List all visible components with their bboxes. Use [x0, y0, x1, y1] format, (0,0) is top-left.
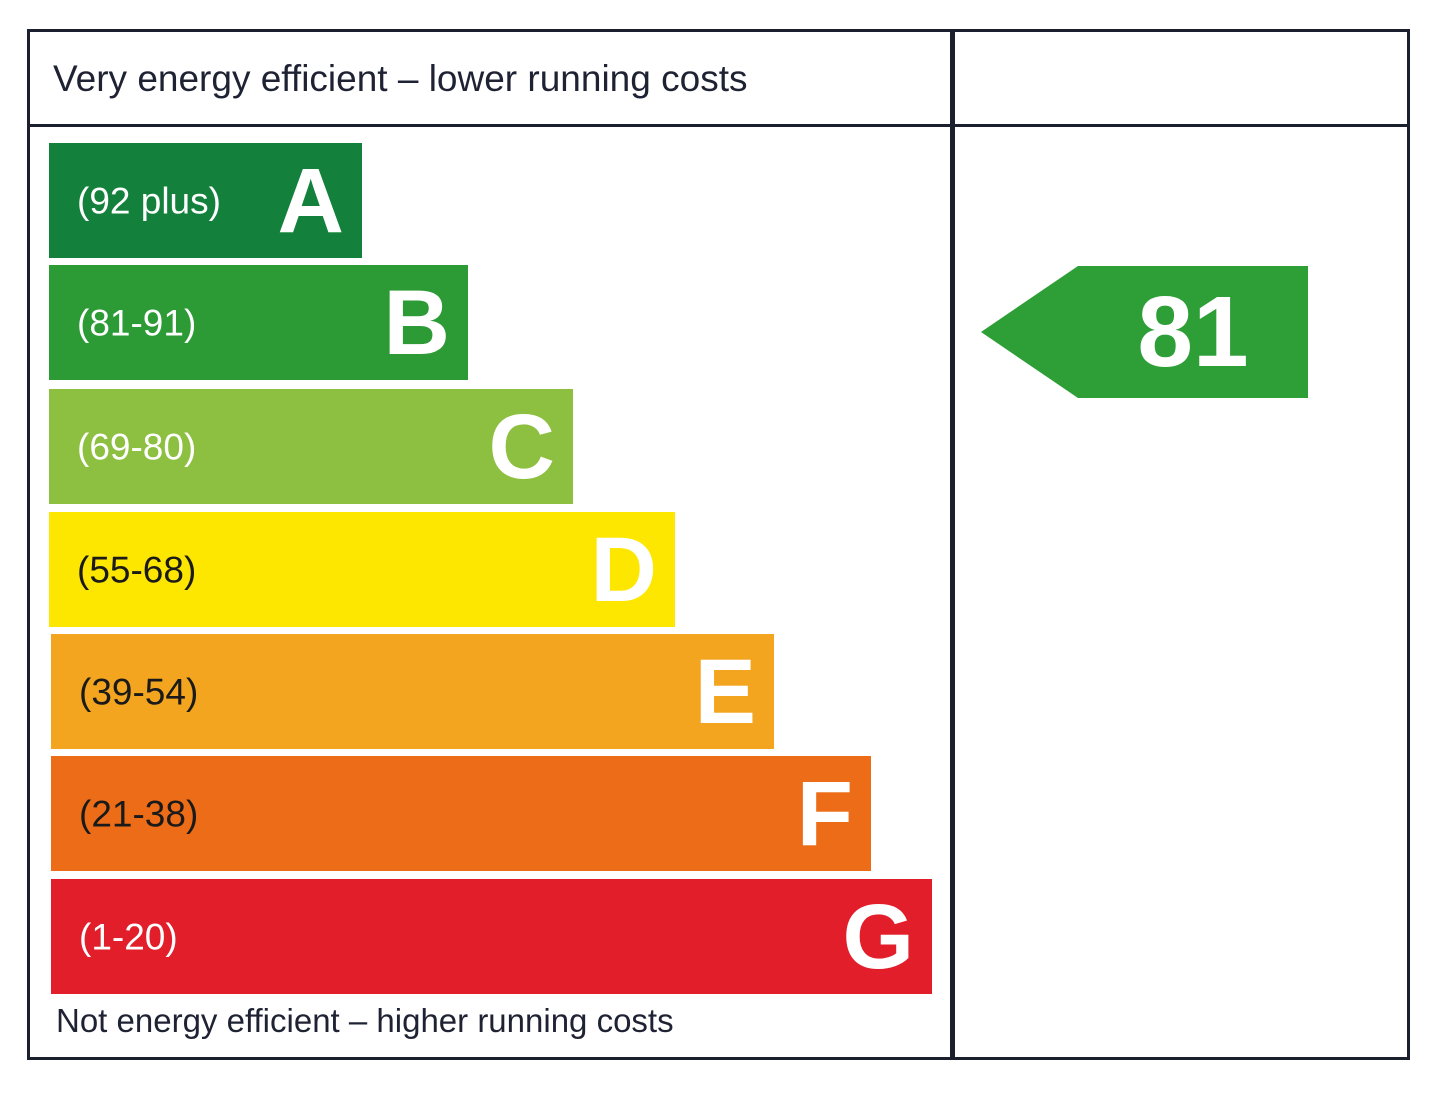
band-letter: E: [694, 640, 756, 743]
band-range-label: (1-20): [79, 916, 178, 957]
band-range-label: (92 plus): [77, 180, 221, 221]
header-divider: [27, 124, 1410, 127]
band-letter: A: [277, 149, 344, 252]
band-range-label: (69-80): [77, 426, 197, 467]
band-letter: G: [842, 885, 914, 988]
column-divider: [950, 29, 955, 1060]
band-range-label: (21-38): [79, 793, 199, 834]
band-letter: B: [383, 271, 450, 374]
band-letter: F: [796, 762, 853, 865]
bottom-caption: Not energy efficient – higher running co…: [56, 1002, 674, 1039]
top-caption: Very energy efficient – lower running co…: [53, 58, 748, 99]
band-a: (92 plus) A: [49, 143, 362, 258]
current-rating-value: 81: [1137, 276, 1249, 388]
band-range-label: (39-54): [79, 671, 199, 712]
band-letter: D: [590, 518, 657, 621]
band-g: (1-20) G: [51, 879, 932, 994]
band-letter: C: [488, 395, 555, 498]
band-c: (69-80) C: [49, 389, 573, 504]
band-f: (21-38) F: [51, 756, 871, 871]
band-b: (81-91) B: [49, 265, 468, 380]
chart-frame: [27, 29, 1410, 1060]
band-range-label: (81-91): [77, 302, 197, 343]
band-e: (39-54) E: [51, 634, 774, 749]
band-d: (55-68) D: [49, 512, 675, 627]
band-range-label: (55-68): [77, 549, 197, 590]
